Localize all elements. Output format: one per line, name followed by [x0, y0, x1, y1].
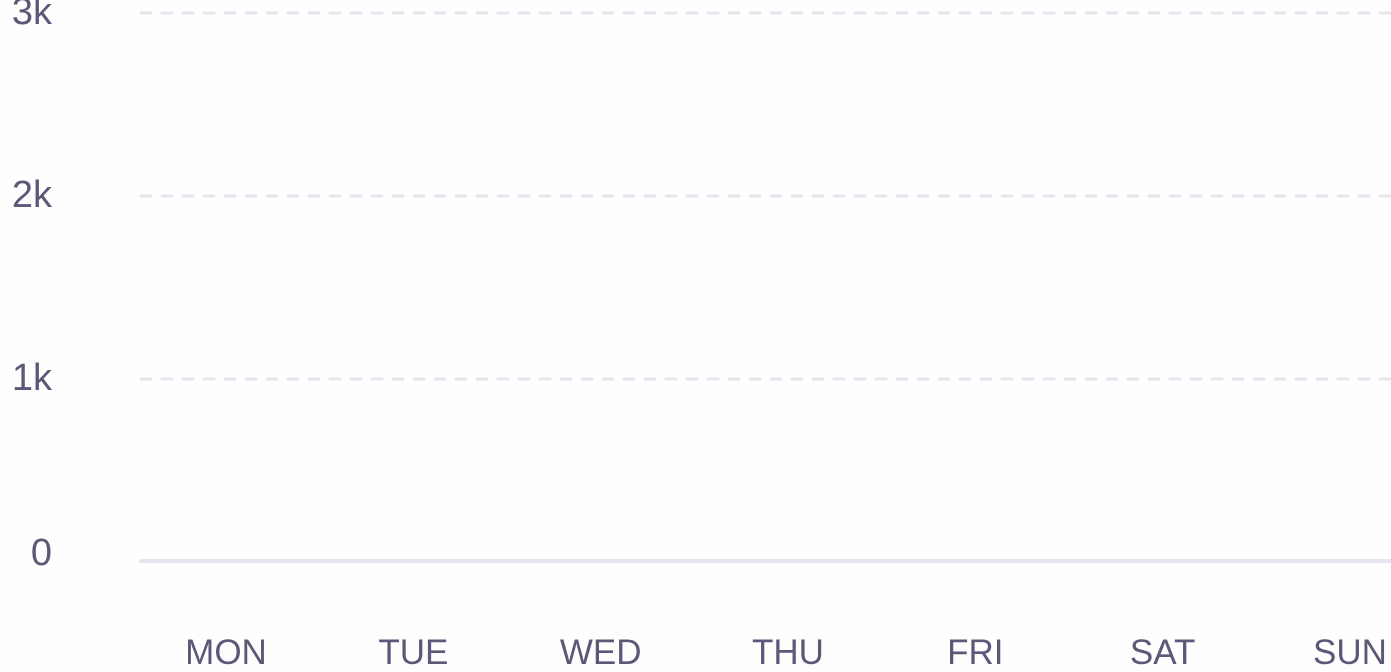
x-tick-label: SUN — [1313, 633, 1387, 672]
y-axis: 0 1k 2k 3k — [12, 0, 53, 574]
x-tick-label: SAT — [1130, 633, 1195, 672]
y-tick-label: 2k — [12, 174, 53, 216]
x-tick-label: THU — [752, 633, 824, 672]
y-tick-label: 3k — [12, 0, 53, 33]
y-tick-label: 0 — [31, 532, 52, 574]
x-tick-label: MON — [185, 633, 267, 672]
gridlines — [139, 11, 1391, 563]
x-axis: MON TUE WED THU FRI SAT SUN — [185, 633, 1387, 672]
x-tick-label: FRI — [947, 633, 1003, 672]
x-tick-label: TUE — [378, 633, 448, 672]
x-tick-label: WED — [560, 633, 642, 672]
y-tick-label: 1k — [12, 357, 53, 399]
